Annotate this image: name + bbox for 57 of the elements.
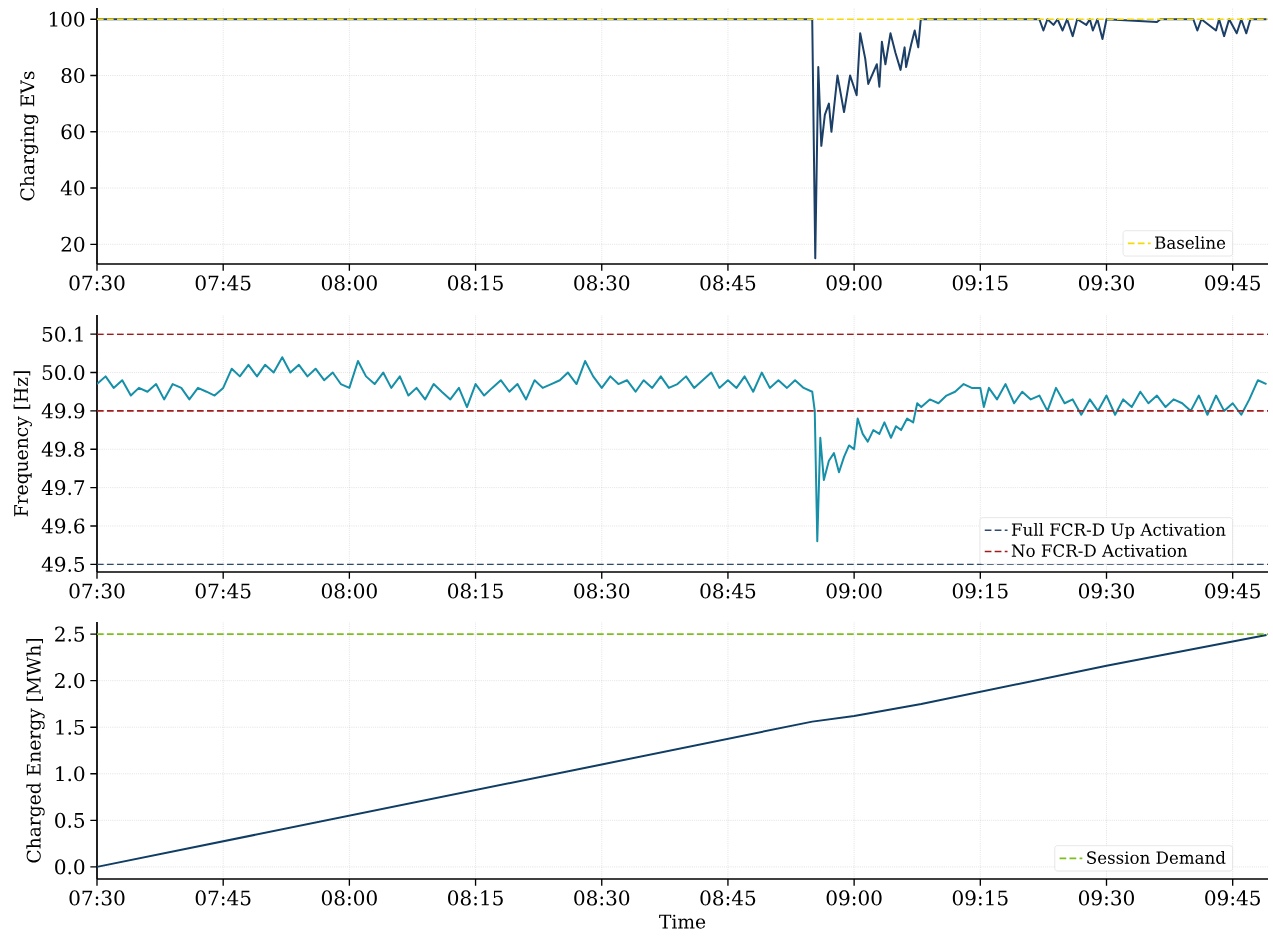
x-tick-label: 08:45 <box>700 275 756 291</box>
y-tick-label: 2.5 <box>55 626 85 642</box>
x-tick-label: 07:45 <box>195 890 251 906</box>
x-tick-label: 08:30 <box>574 890 630 906</box>
x-tick-label: 07:45 <box>195 583 251 599</box>
x-tick-label: 09:15 <box>952 583 1008 599</box>
y-tick-label: 1.5 <box>56 719 85 735</box>
y-tick-label: 40 <box>60 180 85 196</box>
x-tick-label: 08:15 <box>448 275 503 291</box>
x-tick-label: 08:45 <box>700 890 756 906</box>
x-tick-label: 09:00 <box>826 275 882 291</box>
x-tick-label: 09:00 <box>826 583 882 599</box>
y-tick-label: 1.0 <box>56 766 85 782</box>
x-tick-label: 08:30 <box>574 275 630 291</box>
y-tick-label: 49.8 <box>41 441 85 457</box>
x-tick-label: 09:45 <box>1205 583 1260 599</box>
legend-label: Session Demand <box>1087 851 1226 864</box>
y-tick-label: 0.5 <box>55 812 85 828</box>
y-tick-label: 49.6 <box>41 518 85 534</box>
y-tick-label: 80 <box>61 67 85 84</box>
y-tick-label: 50.1 <box>42 326 83 342</box>
y-tick-label: 20 <box>61 236 85 252</box>
x-tick-label: 09:15 <box>952 275 1008 291</box>
x-tick-label: 07:30 <box>69 890 125 906</box>
x-tick-label: 08:15 <box>448 583 503 599</box>
y-tick-label: 49.5 <box>41 556 85 572</box>
x-tick-label: 07:30 <box>69 583 125 599</box>
x-tick-label: 08:30 <box>574 583 630 599</box>
y-tick-label: 49.9 <box>41 403 85 419</box>
x-tick-label: 07:45 <box>195 275 251 291</box>
x-tick-label: 08:45 <box>700 583 756 599</box>
legend-label: No FCR-D Activation <box>1011 544 1188 557</box>
y-tick-label: 100 <box>49 11 85 27</box>
legend-label: Baseline <box>1155 236 1226 249</box>
y-tick-label: 49.7 <box>41 480 85 496</box>
x-tick-label: 09:15 <box>952 890 1008 906</box>
y-axis-title: Frequency [Hz] <box>13 371 32 517</box>
x-tick-label: 08:00 <box>321 583 377 599</box>
x-tick-label: 08:00 <box>321 890 377 906</box>
x-tick-label: 08:15 <box>448 890 503 906</box>
x-axis-title: Time <box>659 914 706 929</box>
legend-label: Full FCR-D Up Activation <box>1011 522 1226 540</box>
y-tick-label: 2.0 <box>55 673 85 689</box>
x-tick-label: 09:00 <box>826 890 882 906</box>
x-tick-label: 08:00 <box>321 275 377 291</box>
x-tick-label: 09:30 <box>1079 890 1134 906</box>
x-tick-label: 09:30 <box>1079 275 1134 291</box>
y-tick-label: 0.0 <box>55 859 85 875</box>
y-tick-label: 50.0 <box>42 364 85 381</box>
y-axis-title: Charged Energy [MWh] <box>26 639 45 863</box>
line-series <box>97 356 1268 543</box>
y-tick-label: 60 <box>61 124 85 140</box>
x-tick-label: 09:45 <box>1205 890 1260 906</box>
x-tick-label: 09:30 <box>1079 583 1134 599</box>
y-axis-title: Charging EVs <box>19 71 39 201</box>
x-tick-label: 07:30 <box>69 275 125 291</box>
x-tick-label: 09:45 <box>1205 275 1260 291</box>
